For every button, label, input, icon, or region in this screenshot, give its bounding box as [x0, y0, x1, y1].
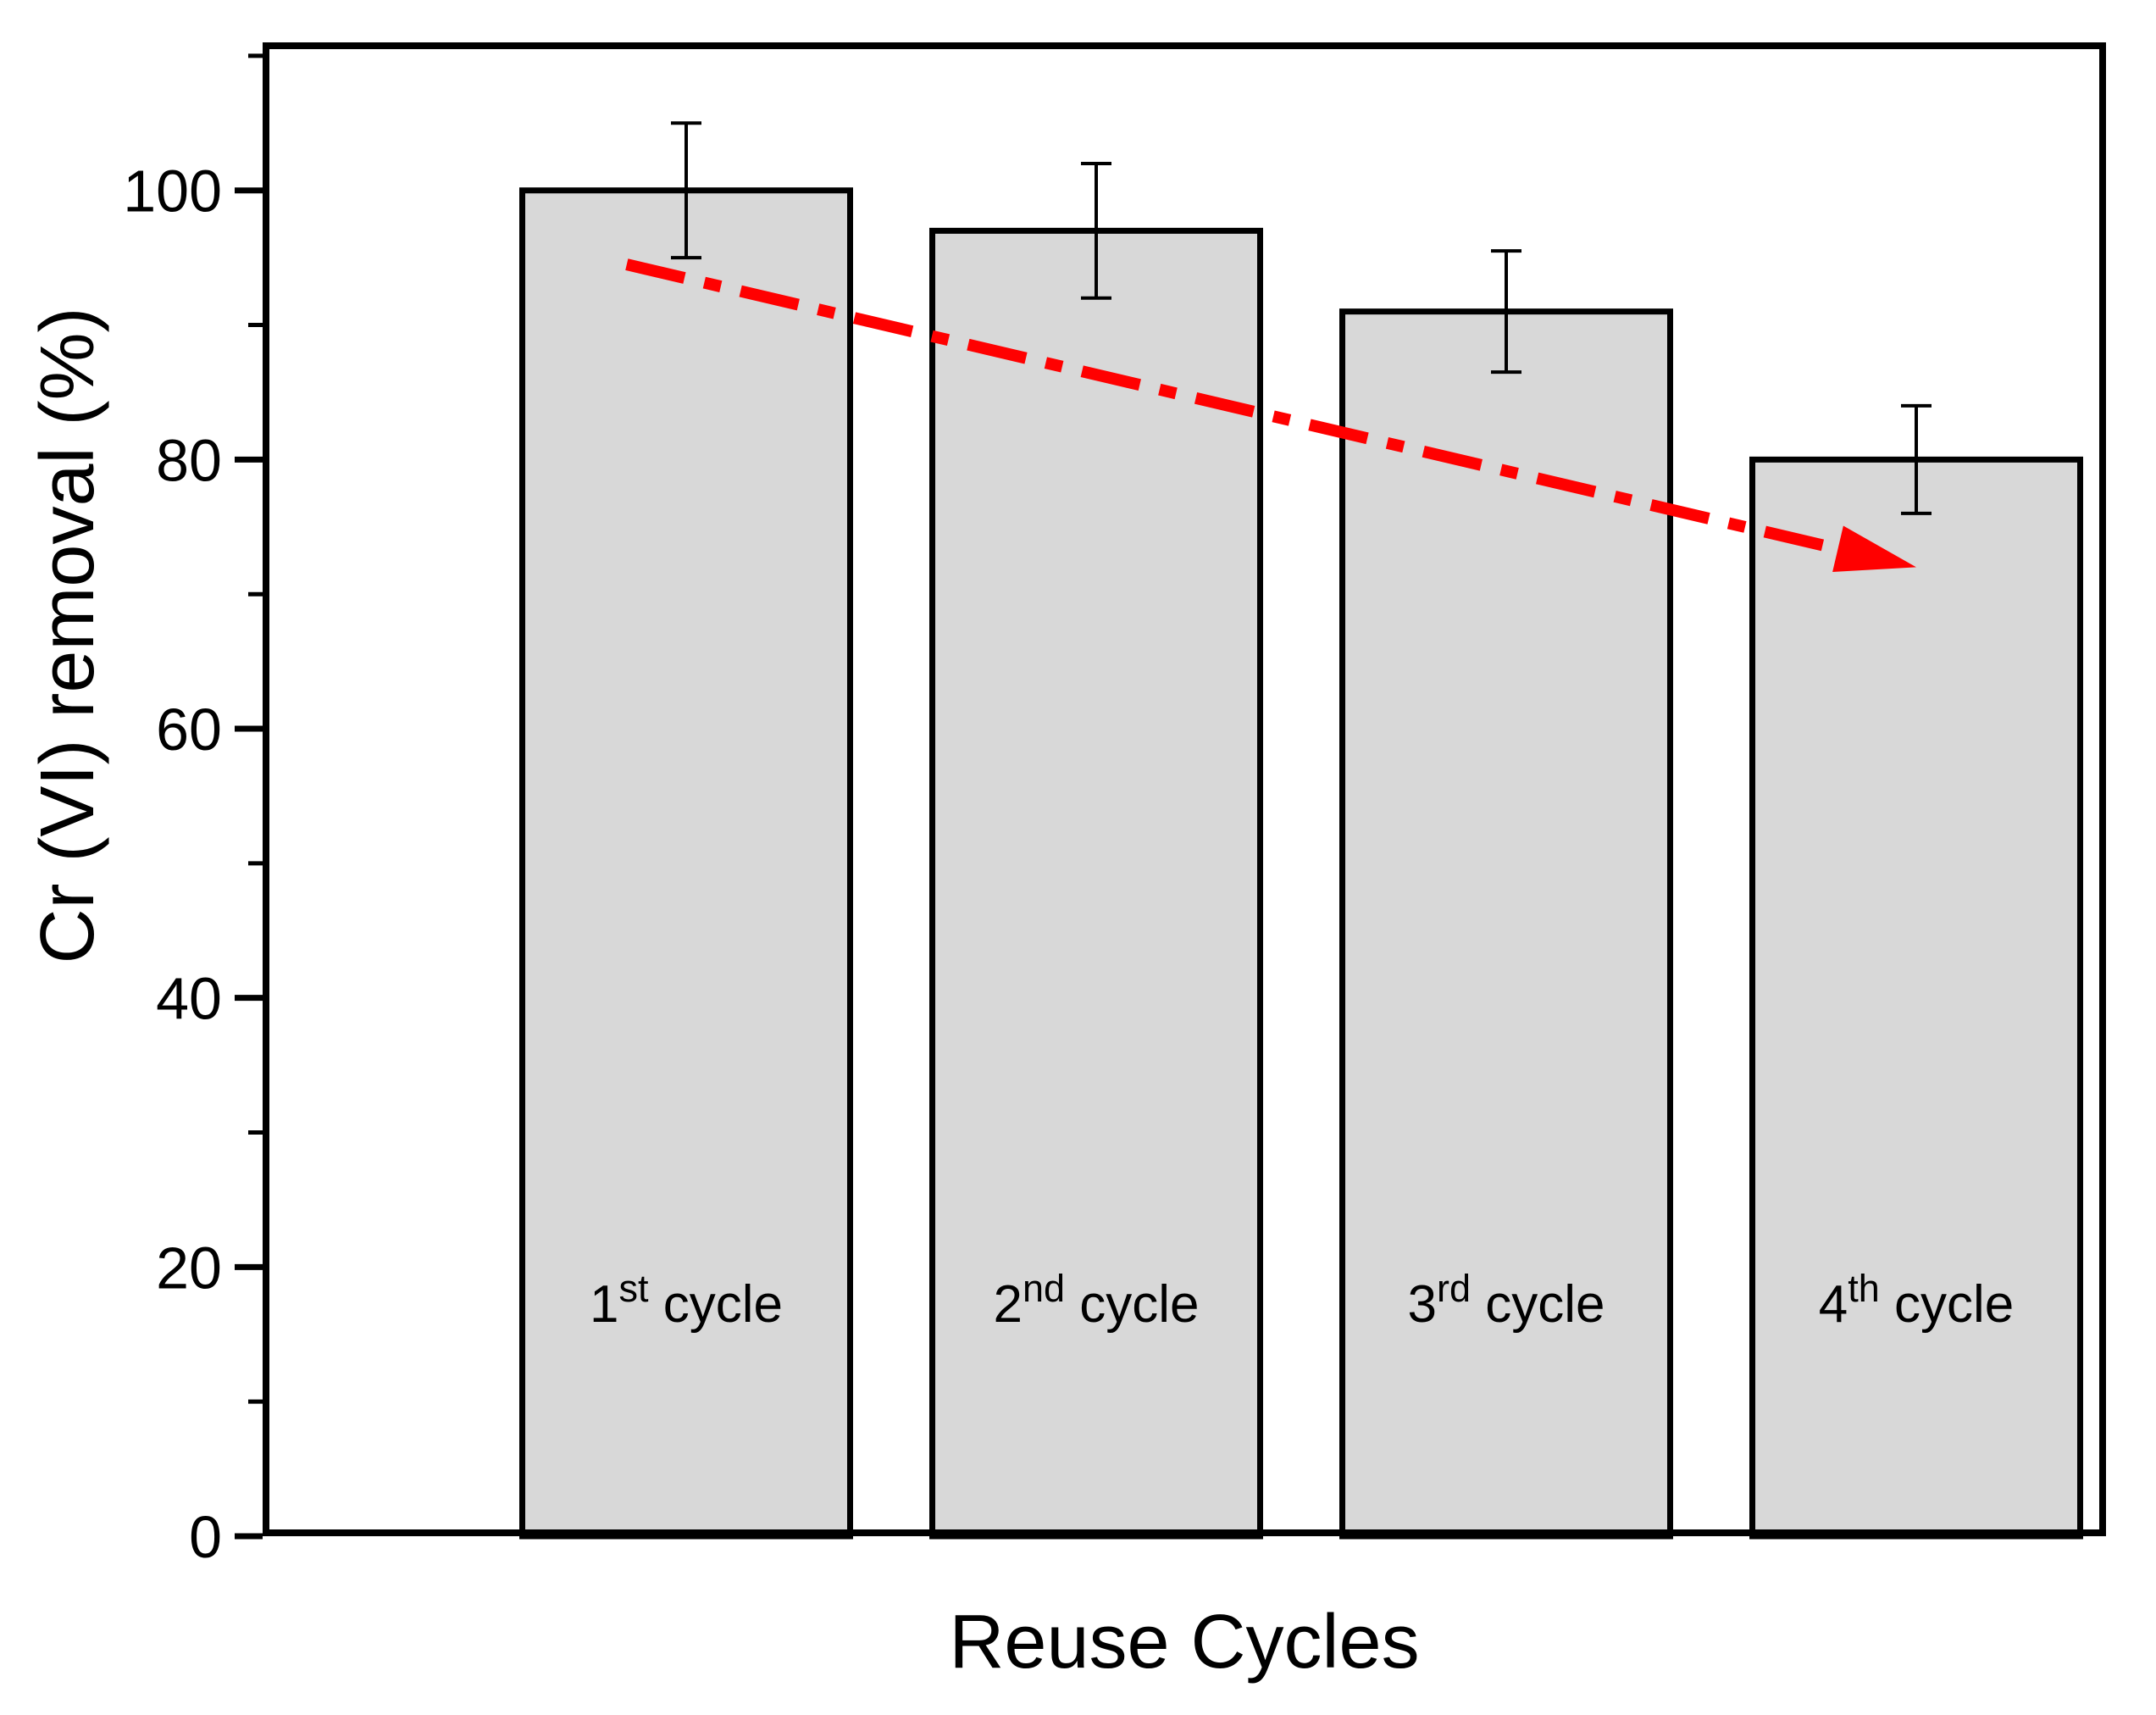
bar-label: 4th cycle — [1819, 1267, 2015, 1334]
trend-arrow-head — [1832, 525, 1916, 572]
plot-frame — [263, 42, 2106, 1536]
y-tick-label: 60 — [156, 697, 222, 763]
y-tick-label: 40 — [156, 966, 222, 1032]
bar — [929, 227, 1263, 1540]
y-tick-label: 100 — [123, 158, 222, 225]
trend-arrow-line — [625, 258, 1852, 558]
y-tick-label: 80 — [156, 427, 222, 493]
bar — [1339, 308, 1673, 1540]
x-axis-title: Reuse Cycles — [949, 1600, 1419, 1684]
bar-label: 1st cycle — [590, 1267, 783, 1334]
y-tick-label: 20 — [156, 1235, 222, 1301]
y-axis-title: Cr (VI) removal (%) — [25, 307, 110, 963]
bar-label: 2nd cycle — [993, 1267, 1199, 1334]
bar-label: 3rd cycle — [1408, 1267, 1605, 1334]
bar — [1749, 456, 2083, 1540]
bar — [519, 187, 853, 1540]
y-tick-label: 0 — [189, 1504, 222, 1570]
